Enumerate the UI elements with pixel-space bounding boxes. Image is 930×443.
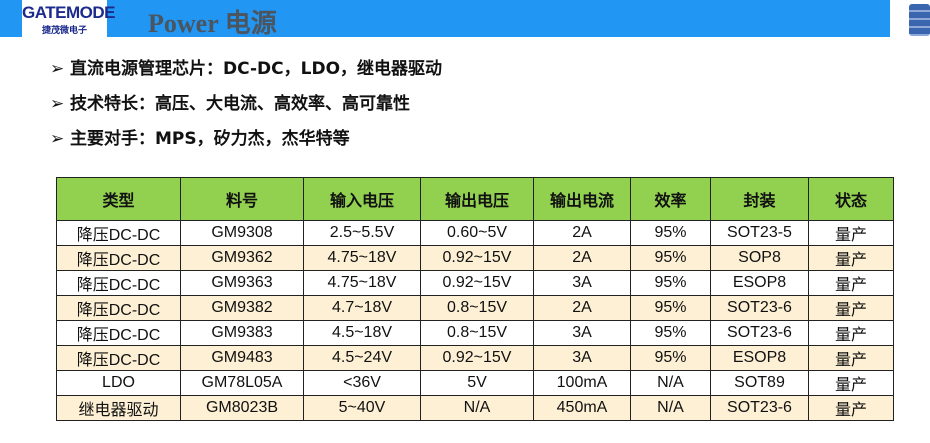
column-header: 状态 <box>808 177 894 221</box>
table-cell: SOT89 <box>710 370 809 396</box>
table-cell: 3A <box>533 345 631 371</box>
table-cell: 4.75~18V <box>303 270 421 296</box>
logo: GATEMODE 捷茂微电子 <box>22 0 115 37</box>
table-cell: SOT23-5 <box>710 220 809 246</box>
column-header: 输入电压 <box>303 177 421 221</box>
table-cell: 100mA <box>533 370 631 396</box>
table-row: 降压DC-DC GM9308 2.5~5.5V 0.60~5V 2A 95% SOT23-5… <box>56 220 894 246</box>
table-cell: GM78L05A <box>180 370 304 396</box>
table-cell: 2.5~5.5V <box>303 220 421 246</box>
arrow-icon: ➢ <box>50 94 65 114</box>
table-cell: GM8023B <box>180 395 304 421</box>
table-cell: 0.60~5V <box>420 220 534 246</box>
table-cell: 量产 <box>808 245 894 271</box>
column-header: 输出电压 <box>420 177 534 221</box>
table-cell: N/A <box>420 395 534 421</box>
table-cell: 5V <box>420 370 534 396</box>
table-cell: 降压DC-DC <box>56 320 181 346</box>
table-cell: LDO <box>56 370 181 396</box>
table-cell: 95% <box>630 345 711 371</box>
table-cell: 2A <box>533 245 631 271</box>
table-row: 降压DC-DC GM9483 4.5~24V 0.92~15V 3A 95% ESOP8 量产 <box>56 345 894 371</box>
table-cell: 降压DC-DC <box>56 345 181 371</box>
column-header: 类型 <box>56 177 181 221</box>
table-cell: 450mA <box>533 395 631 421</box>
table-cell: 95% <box>630 220 711 246</box>
arrow-icon: ➢ <box>50 59 65 79</box>
bullet-item: ➢ 直流电源管理芯片：DC-DC，LDO，继电器驱动 <box>50 56 442 91</box>
table-cell: SOT23-6 <box>710 295 809 321</box>
table-cell: 0.8~15V <box>420 295 534 321</box>
table-cell: SOT23-6 <box>710 395 809 421</box>
table-cell: 3A <box>533 270 631 296</box>
table-cell: 0.92~15V <box>420 245 534 271</box>
table-cell: N/A <box>630 395 711 421</box>
table-cell: 4.5~18V <box>303 320 421 346</box>
table-cell: ESOP8 <box>710 270 809 296</box>
table-cell: 0.92~15V <box>420 345 534 371</box>
table-row: 继电器驱动 GM8023B 5~40V N/A 450mA N/A SOT23-6 量产 <box>56 395 894 421</box>
column-header: 料号 <box>180 177 304 221</box>
table-cell: 量产 <box>808 320 894 346</box>
table-cell: 量产 <box>808 345 894 371</box>
table-cell: 4.75~18V <box>303 245 421 271</box>
table-cell: GM9363 <box>180 270 304 296</box>
table-row: 降压DC-DC GM9383 4.5~18V 0.8~15V 3A 95% SOT23-6 量… <box>56 320 894 346</box>
bullet-text: 主要对手：MPS，矽力杰，杰华特等 <box>70 129 350 149</box>
table-cell: GM9362 <box>180 245 304 271</box>
table-cell: 2A <box>533 295 631 321</box>
logo-text: GATEMODE <box>22 3 115 22</box>
bullet-item: ➢ 技术特长：高压、大电流、高效率、高可靠性 <box>50 91 442 126</box>
table-cell: <36V <box>303 370 421 396</box>
table-cell: 0.92~15V <box>420 270 534 296</box>
decoration-icon <box>909 4 930 36</box>
table-cell: GM9383 <box>180 320 304 346</box>
table-cell: 继电器驱动 <box>56 395 181 421</box>
table-cell: ESOP8 <box>710 345 809 371</box>
table-cell: 降压DC-DC <box>56 220 181 246</box>
table-header-row: 类型 料号 输入电压 输出电压 输出电流 效率 封装 状态 <box>56 177 894 221</box>
column-header: 封装 <box>710 177 809 221</box>
table-cell: 5~40V <box>303 395 421 421</box>
table-cell: GM9483 <box>180 345 304 371</box>
column-header: 输出电流 <box>533 177 631 221</box>
table-cell: 量产 <box>808 220 894 246</box>
table-cell: 95% <box>630 270 711 296</box>
table-cell: 量产 <box>808 370 894 396</box>
page-title: Power 电源 <box>148 9 277 38</box>
table-cell: SOT23-6 <box>710 320 809 346</box>
bullet-text: 直流电源管理芯片：DC-DC，LDO，继电器驱动 <box>70 59 443 79</box>
table-cell: 4.7~18V <box>303 295 421 321</box>
table-cell: 4.5~24V <box>303 345 421 371</box>
header-bar <box>0 0 890 37</box>
table-cell: SOP8 <box>710 245 809 271</box>
table-cell: 3A <box>533 320 631 346</box>
bullet-item: ➢ 主要对手：MPS，矽力杰，杰华特等 <box>50 126 442 161</box>
table-row: LDO GM78L05A <36V 5V 100mA N/A SOT89 量产 <box>56 370 894 396</box>
table-row: 降压DC-DC GM9362 4.75~18V 0.92~15V 2A 95% SOP8 量产 <box>56 245 894 271</box>
logo-subtext: 捷茂微电子 <box>41 26 87 36</box>
table-row: 降压DC-DC GM9382 4.7~18V 0.8~15V 2A 95% SOT23-6 量… <box>56 295 894 321</box>
table-cell: 降压DC-DC <box>56 270 181 296</box>
table-cell: 2A <box>533 220 631 246</box>
bullet-text: 技术特长：高压、大电流、高效率、高可靠性 <box>70 94 410 114</box>
table-cell: 量产 <box>808 295 894 321</box>
product-table: 类型 料号 输入电压 输出电压 输出电流 效率 封装 状态 降压DC-DC GM9308 2.5~… <box>56 177 894 421</box>
table-row: 降压DC-DC GM9363 4.75~18V 0.92~15V 3A 95% ESOP8 量… <box>56 270 894 296</box>
table-cell: 0.8~15V <box>420 320 534 346</box>
table-cell: GM9382 <box>180 295 304 321</box>
table-cell: 量产 <box>808 395 894 421</box>
table-cell: 95% <box>630 245 711 271</box>
table-cell: 95% <box>630 295 711 321</box>
table-cell: N/A <box>630 370 711 396</box>
table-cell: 降压DC-DC <box>56 245 181 271</box>
arrow-icon: ➢ <box>50 129 65 149</box>
bullet-list: ➢ 直流电源管理芯片：DC-DC，LDO，继电器驱动 ➢ 技术特长：高压、大电流、高… <box>50 56 442 161</box>
column-header: 效率 <box>630 177 711 221</box>
table-cell: 量产 <box>808 270 894 296</box>
table-cell: GM9308 <box>180 220 304 246</box>
table-cell: 95% <box>630 320 711 346</box>
table-cell: 降压DC-DC <box>56 295 181 321</box>
